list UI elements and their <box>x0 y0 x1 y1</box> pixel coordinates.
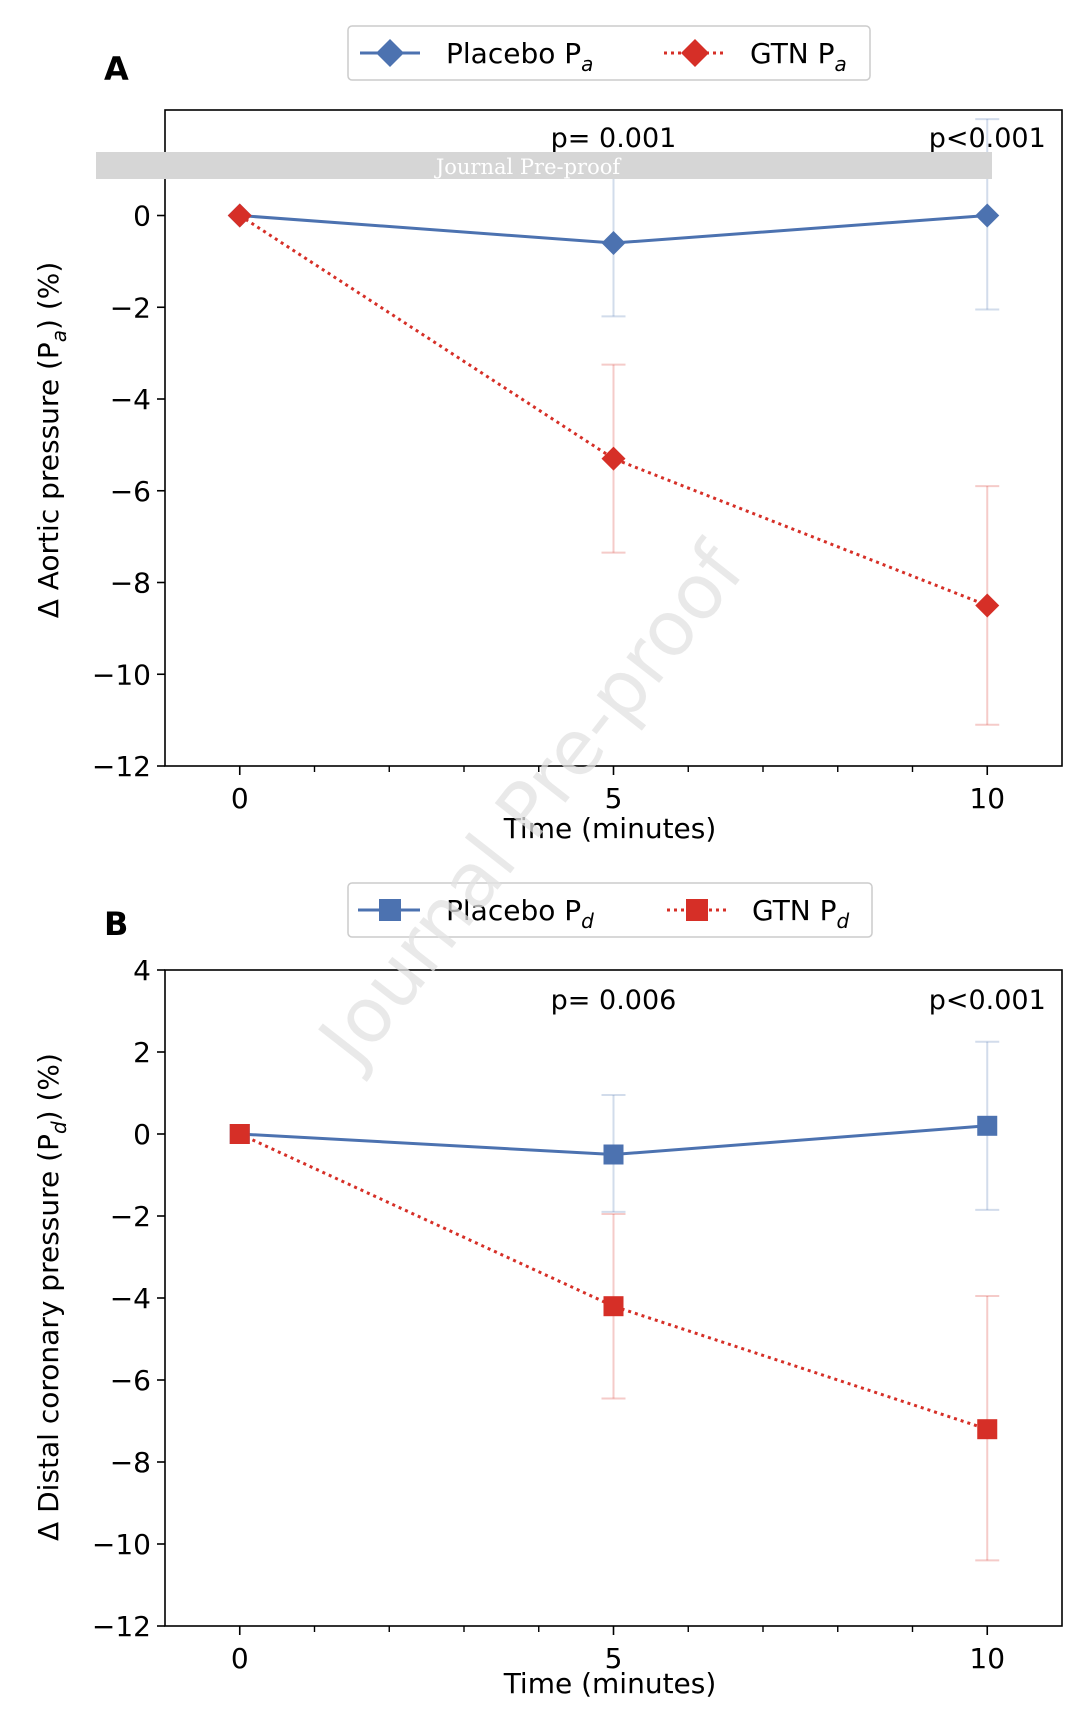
panel-a-ytick-label: −10 <box>92 658 151 691</box>
panel-a-legend: Placebo Pa GTN Pa <box>347 25 871 81</box>
panel-a-legend-placebo-label: Placebo Pa <box>446 37 593 76</box>
panel-b-xlabel: Time (minutes) <box>503 1667 717 1700</box>
panel-a-xtick-label: 10 <box>969 782 1005 815</box>
panel-b-xtick-label: 5 <box>605 1642 623 1675</box>
panel-a-p-value: p= 0.001 <box>551 123 677 154</box>
panel-a-plot-area: −12 −10 −8 −6 −4 −2 0 0 5 10 p= 0.001 p<0.001 <box>92 109 1063 815</box>
panel-a-ytick-label: 0 <box>133 200 151 233</box>
panel-a-ytick-label: −12 <box>92 750 151 783</box>
panel-b-legend-placebo-marker <box>379 899 401 921</box>
panel-a-series-point-0 <box>975 203 1000 228</box>
panel-b-ytick-label: −10 <box>92 1528 151 1561</box>
panel-b-ytick-label: 0 <box>133 1118 151 1151</box>
watermark-banner-text: Journal Pre-proof <box>434 155 623 179</box>
panel-b-plot-area: −12 −10 −8 −6 −4 −2 0 2 4 0 5 10 p= 0.006 p<0.001 <box>92 954 1063 1675</box>
panel-a-series-point-1 <box>601 446 626 471</box>
panel-b-series-point-1 <box>977 1419 998 1440</box>
panel-a-legend-gtn-marker <box>681 39 709 67</box>
panel-b-ytick-label: −8 <box>110 1446 151 1479</box>
panel-a-legend-frame <box>347 25 871 81</box>
panel-b-xtick-label: 0 <box>231 1642 249 1675</box>
panel-b: B Placebo Pd GTN Pd Δ Distal coronary pr… <box>32 882 1063 1700</box>
panel-b-series-point-0 <box>977 1115 998 1136</box>
panel-b-series-point-1 <box>603 1296 624 1317</box>
panel-a-xtick-label: 0 <box>231 782 249 815</box>
panel-a-ytick-label: −8 <box>110 567 151 600</box>
panel-b-series-line-1 <box>239 1132 988 1431</box>
panel-a-ytick-label: −2 <box>110 291 151 324</box>
panel-a-ytick-label: −6 <box>110 475 151 508</box>
panel-a-series-point-1 <box>227 203 252 228</box>
panel-b-p-value: p<0.001 <box>929 985 1046 1016</box>
panel-b-ytick-label: −4 <box>110 1282 151 1315</box>
panel-b-p-value: p= 0.006 <box>551 985 677 1016</box>
panel-a-xlabel: Time (minutes) <box>503 812 717 845</box>
panel-b-ytick-label: −6 <box>110 1364 151 1397</box>
panel-b-legend-gtn-marker <box>686 899 708 921</box>
panel-a-p-value: p<0.001 <box>929 123 1046 154</box>
panel-a-label: A <box>104 50 129 88</box>
panel-b-ylabel: Δ Distal coronary pressure (Pd) (%) <box>32 1053 71 1541</box>
panel-b-ytick-label: −2 <box>110 1200 151 1233</box>
panel-b-legend-gtn-label: GTN Pd <box>752 894 850 933</box>
panel-a-series-point-0 <box>601 231 626 256</box>
panel-b-legend-placebo-label: Placebo Pd <box>446 894 594 933</box>
panel-a-series-line-1 <box>238 214 988 607</box>
panel-a: A Placebo Pa GTN Pa Δ Aortic pressure (P… <box>32 25 1063 845</box>
panel-a-series-point-1 <box>975 593 1000 618</box>
panel-b-xtick-label: 10 <box>969 1642 1005 1675</box>
panel-b-label: B <box>104 905 128 943</box>
panel-b-legend: Placebo Pd GTN Pd <box>347 882 873 938</box>
panel-a-ytick-label: −4 <box>110 383 151 416</box>
panel-b-series-point-1 <box>229 1124 250 1144</box>
panel-b-ytick-label: 2 <box>133 1036 151 1069</box>
panel-b-series-point-0 <box>603 1144 624 1165</box>
panel-b-legend-frame <box>347 882 873 938</box>
watermark-banner: Journal Pre-proof <box>96 152 992 179</box>
panel-a-legend-gtn-label: GTN Pa <box>750 37 847 76</box>
panel-b-ytick-label: 4 <box>133 954 151 987</box>
panel-a-ylabel: Δ Aortic pressure (Pa) (%) <box>32 262 71 619</box>
panel-a-xtick-label: 5 <box>605 782 623 815</box>
watermark-banner-bar <box>96 152 992 179</box>
panel-b-ytick-label: −12 <box>92 1610 151 1643</box>
panel-a-legend-placebo-marker <box>376 39 404 67</box>
